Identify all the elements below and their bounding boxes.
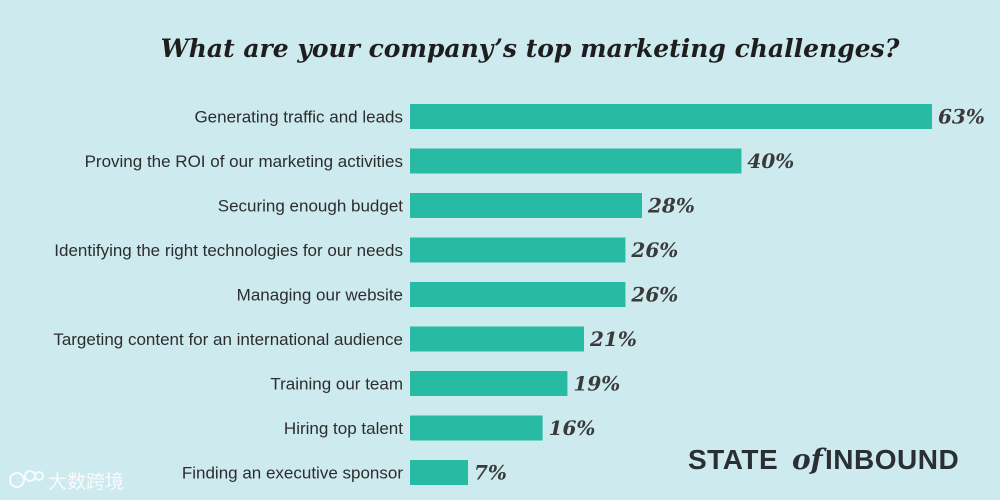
bar bbox=[410, 282, 626, 307]
bar bbox=[410, 148, 742, 174]
value-label: 21% bbox=[589, 327, 637, 351]
category-label: Managing our website bbox=[237, 286, 403, 305]
category-label: Generating traffic and leads bbox=[194, 108, 403, 127]
value-label: 63% bbox=[938, 105, 985, 129]
chart-title: What are your company’s top marketing ch… bbox=[161, 34, 900, 63]
bar-row: Hiring top talent 16% bbox=[284, 415, 596, 441]
category-label: Finding an executive sponsor bbox=[182, 464, 403, 483]
value-label: 26% bbox=[630, 238, 678, 262]
category-label: Identifying the right technologies for o… bbox=[54, 241, 403, 260]
value-label: 16% bbox=[549, 416, 596, 440]
category-label: Training our team bbox=[270, 375, 403, 394]
bigdata-logo-icon bbox=[9, 470, 44, 488]
bar bbox=[410, 460, 468, 485]
bar bbox=[410, 237, 626, 263]
bar bbox=[410, 326, 584, 352]
value-label: 40% bbox=[747, 149, 794, 173]
brand-word-state: STATE bbox=[688, 444, 778, 475]
watermark-text: 大数跨境 bbox=[48, 471, 124, 493]
brand-word-of: of bbox=[792, 443, 828, 476]
bar-row: Identifying the right technologies for o… bbox=[54, 237, 678, 263]
brand-word-inbound: INBOUND bbox=[825, 444, 959, 475]
category-label: Hiring top talent bbox=[284, 419, 403, 438]
value-label: 19% bbox=[573, 372, 620, 396]
category-label: Securing enough budget bbox=[218, 197, 404, 216]
bar bbox=[410, 371, 568, 396]
category-label: Proving the ROI of our marketing activit… bbox=[85, 152, 403, 171]
bar-row: Securing enough budget 28% bbox=[218, 193, 695, 218]
bar-row: Proving the ROI of our marketing activit… bbox=[85, 148, 794, 174]
bar bbox=[410, 193, 642, 218]
bar-row: Targeting content for an international a… bbox=[53, 326, 637, 352]
value-label: 7% bbox=[474, 461, 507, 485]
value-label: 28% bbox=[647, 194, 695, 218]
bars-layer: Generating traffic and leads 63% Proving t… bbox=[53, 104, 985, 485]
watermark: 大数跨境 bbox=[9, 470, 124, 493]
bar-row: Generating traffic and leads 63% bbox=[194, 104, 985, 129]
bar-row: Training our team 19% bbox=[270, 371, 620, 396]
bar-row: Finding an executive sponsor 7% bbox=[182, 460, 507, 485]
value-label: 26% bbox=[630, 283, 678, 307]
bar bbox=[410, 104, 932, 129]
bar-row: Managing our website 26% bbox=[237, 282, 678, 307]
brand-logo: STATE of INBOUND bbox=[688, 443, 959, 476]
bar bbox=[410, 415, 543, 441]
category-label: Targeting content for an international a… bbox=[53, 330, 403, 349]
